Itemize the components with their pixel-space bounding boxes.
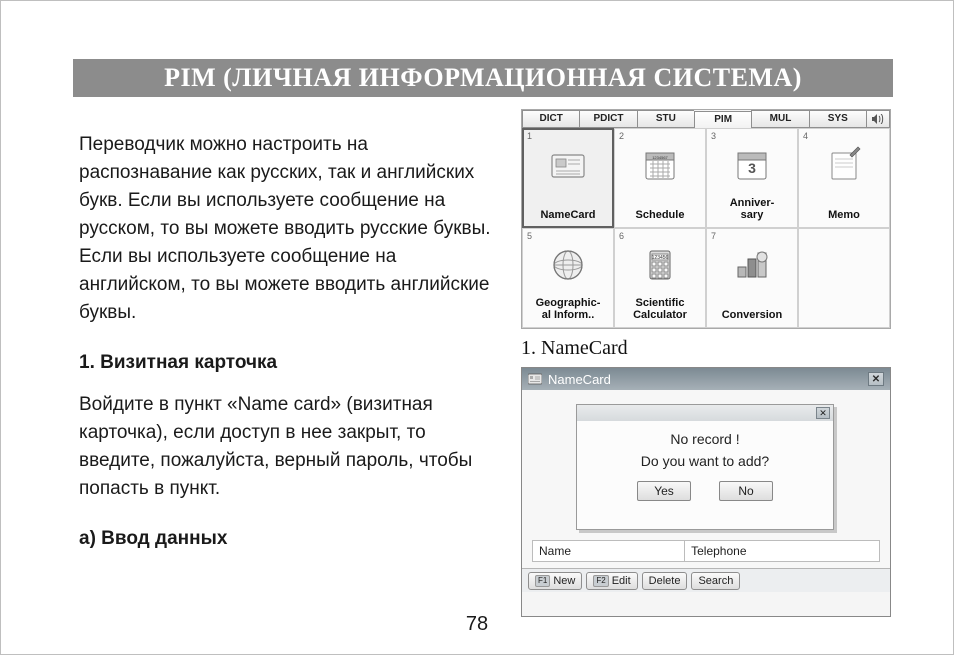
app-index: 2 [619,131,624,141]
namecard-icon [528,372,542,386]
app-label: Conversion [707,309,797,321]
tab-dict[interactable]: DICT [522,110,579,128]
column-name: Name [532,540,685,562]
yes-button[interactable]: Yes [637,481,691,501]
tab-pdict[interactable]: PDICT [579,110,636,128]
app-label: Schedule [615,209,705,221]
dialog-close-button[interactable]: ✕ [816,407,830,419]
window-title: NameCard [548,372,611,387]
app-index: 6 [619,231,624,241]
globe-icon [546,243,590,287]
search-button[interactable]: Search [691,572,740,590]
edit-button[interactable]: F2Edit [586,572,637,590]
document-page: PIM (ЛИЧНАЯ ИНФОРМАЦИОННАЯ СИСТЕМА) Пере… [0,0,954,655]
app-label: ScientificCalculator [615,297,705,321]
paragraph: Переводчик можно настроить на распознава… [79,131,499,327]
dialog-message-1: No record ! [577,431,833,447]
new-button[interactable]: F1New [528,572,582,590]
window-client-area: ✕ No record ! Do you want to add? Yes No… [522,390,890,592]
tab-stu[interactable]: STU [637,110,694,128]
schedule-icon: 1234567 [638,143,682,187]
app-label: NameCard [523,209,613,221]
svg-text:3: 3 [748,160,756,176]
tab-pim[interactable]: PIM [694,111,751,129]
app-index: 5 [527,231,532,241]
app-namecard[interactable]: 1 NameCard [522,128,614,228]
column-telephone: Telephone [685,540,880,562]
namecard-window: NameCard ✕ ✕ No record ! Do you want to … [521,367,891,617]
pim-apps-screenshot: DICT PDICT STU PIM MUL SYS 1 NameCard 2 123… [521,109,891,329]
dialog-message-2: Do you want to add? [577,453,833,469]
conversion-icon [730,243,774,287]
page-title: PIM (ЛИЧНАЯ ИНФОРМАЦИОННАЯ СИСТЕМА) [73,59,893,97]
paragraph: Войдите в пункт «Name card» (визитная ка… [79,391,499,503]
window-titlebar: NameCard ✕ [522,368,890,390]
app-anniversary[interactable]: 3 3 Anniver-sary [706,128,798,228]
no-button[interactable]: No [719,481,773,501]
section-heading-1: 1. Визитная карточка [79,349,499,377]
section-heading-2: a) Ввод данных [79,525,499,553]
window-close-button[interactable]: ✕ [868,372,884,386]
speaker-icon[interactable] [866,110,890,128]
tab-mul[interactable]: MUL [751,110,808,128]
app-globe[interactable]: 5 Geographic-al Inform.. [522,228,614,328]
app-label: Memo [799,209,889,221]
tab-bar: DICT PDICT STU PIM MUL SYS [522,110,890,128]
app-index: 4 [803,131,808,141]
anniversary-icon: 3 [730,143,774,187]
screenshot-caption: 1. NameCard [521,337,628,360]
app-index: 3 [711,131,716,141]
body-text: Переводчик можно настроить на распознава… [79,131,499,567]
column-headers: Name Telephone [532,540,880,562]
svg-text:1234567: 1234567 [652,155,668,160]
page-number: 78 [1,613,953,636]
dialog-titlebar: ✕ [577,405,833,421]
svg-text:123456: 123456 [652,255,669,261]
memo-icon [822,143,866,187]
f2-key-label: F2 [593,575,608,587]
app-grid: 1NameCard21234567Schedule33Anniver-sary4… [522,128,890,328]
app-memo[interactable]: 4 Memo [798,128,890,228]
app-label: Geographic-al Inform.. [523,297,613,321]
namecard-icon [546,143,590,187]
tab-sys[interactable]: SYS [809,110,866,128]
dialog-body: No record ! Do you want to add? Yes No [577,421,833,501]
app-conversion[interactable]: 7 Conversion [706,228,798,328]
dialog: ✕ No record ! Do you want to add? Yes No [576,404,834,530]
app-calculator[interactable]: 6 123456 ScientificCalculator [614,228,706,328]
calculator-icon: 123456 [638,243,682,287]
app-empty [798,228,890,328]
app-label: Anniver-sary [707,197,797,221]
bottom-toolbar: F1New F2Edit Delete Search [522,568,890,592]
app-schedule[interactable]: 2 1234567 Schedule [614,128,706,228]
app-index: 1 [527,131,532,141]
f1-key-label: F1 [535,575,550,587]
app-index: 7 [711,231,716,241]
delete-button[interactable]: Delete [642,572,688,590]
